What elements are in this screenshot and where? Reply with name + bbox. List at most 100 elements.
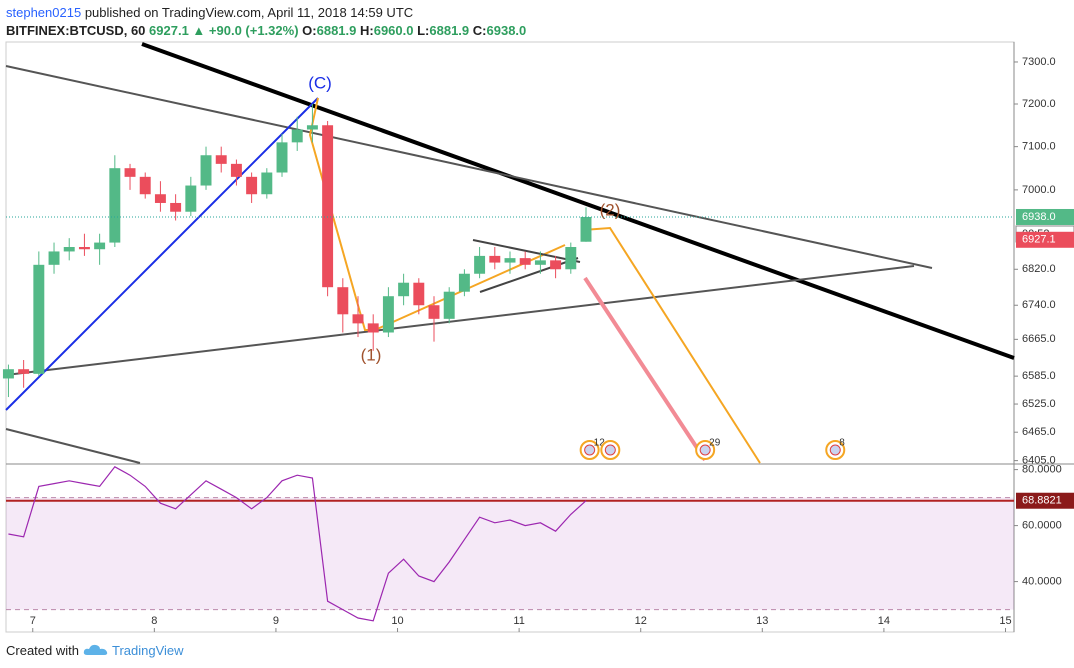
brand[interactable]: TradingView <box>112 643 184 658</box>
candle-body <box>48 251 60 265</box>
y-tick-label: 7100.0 <box>1022 141 1056 153</box>
wave-label: (C) <box>308 73 332 92</box>
x-tick-label: 11 <box>513 615 524 627</box>
trend-line <box>5 428 141 464</box>
event-flag <box>604 444 616 456</box>
candle-body <box>154 194 166 203</box>
ohlc-value: 6938.0 <box>486 23 527 38</box>
candle-body <box>367 323 379 333</box>
y-tick-label: 7200.0 <box>1022 98 1056 110</box>
wave-line <box>5 97 319 411</box>
rsi-line <box>8 466 587 622</box>
wave-line <box>582 226 761 464</box>
event-flag <box>584 444 596 456</box>
candle-body <box>185 185 197 212</box>
y-tick-label: 60.0000 <box>1022 520 1062 532</box>
ohlc-value: 6881.9 <box>429 23 470 38</box>
y-tick-label: 80.0000 <box>1022 464 1062 476</box>
candle-body <box>261 172 273 195</box>
footer: Created with TradingView <box>6 641 184 658</box>
author[interactable]: stephen0215 <box>6 5 82 20</box>
triangle-line <box>472 239 581 263</box>
candle-body <box>94 242 106 250</box>
x-tick-label: 7 <box>30 615 36 627</box>
current-label: 68.8821 <box>1022 495 1062 507</box>
ohlc-value: 6881.9 <box>316 23 357 38</box>
header: stephen0215 published on TradingView.com… <box>6 4 526 40</box>
candle-body <box>78 247 90 250</box>
candle-body <box>276 142 288 173</box>
x-tick-label: 9 <box>273 615 279 627</box>
candle-body <box>519 258 531 265</box>
trend-line <box>5 265 915 376</box>
candle-body <box>489 255 501 263</box>
x-tick-label: 13 <box>756 615 768 627</box>
candle-body <box>565 247 577 270</box>
candle-body <box>230 163 242 177</box>
mark-label: 6927.1 <box>1022 234 1056 246</box>
event-flag <box>829 444 841 456</box>
ohlc-label: H: <box>360 23 374 38</box>
band <box>6 497 1014 610</box>
y-tick-label: 7000.0 <box>1022 184 1056 196</box>
candle-body <box>534 260 546 265</box>
logo <box>83 644 107 655</box>
x-tick-label: 10 <box>391 615 403 627</box>
current-box <box>1016 492 1074 509</box>
candle-body <box>443 291 455 319</box>
x-tick-label: 12 <box>635 615 647 627</box>
mark-box <box>1016 231 1074 248</box>
y-tick-label: 6405.0 <box>1022 455 1056 467</box>
price-label: 6938.0 <box>1022 211 1056 223</box>
candle-body <box>139 176 151 195</box>
candle-body <box>382 296 394 333</box>
wave-label: (2) <box>600 200 621 219</box>
y-tick-label: 7300.0 <box>1022 56 1056 68</box>
x-tick-label: 8 <box>151 615 157 627</box>
last: 6927.1 <box>149 23 189 38</box>
event-count: 29 <box>709 438 721 449</box>
y-tick-label: 6665.0 <box>1022 333 1056 345</box>
wave-label: (1) <box>361 345 382 364</box>
y-tick-label: 40.0000 <box>1022 576 1062 588</box>
candle-body <box>291 129 303 143</box>
y-tick-label: 6740.0 <box>1022 299 1056 311</box>
chart: (C) (1) (2) 7300.0 7200.0 7100.0 7000.0 6820… <box>2 41 1074 633</box>
y-tick-label: 6585.0 <box>1022 370 1056 382</box>
event-flag <box>699 444 711 456</box>
candle-body <box>458 273 470 292</box>
ohlc-value: 6960.0 <box>373 23 414 38</box>
candle-body <box>550 260 562 270</box>
trend-line <box>141 42 1015 360</box>
candle-body <box>306 125 318 130</box>
candle-body <box>337 287 349 315</box>
published: published on TradingView.com, April 11, … <box>84 5 414 20</box>
change: ▲ +90.0 (+1.32%) <box>192 23 299 38</box>
ohlc-label: L: <box>417 23 430 38</box>
candle-body <box>398 282 410 297</box>
event-count: 12 <box>594 438 606 449</box>
candle-body <box>170 202 182 212</box>
arrow <box>583 276 707 462</box>
candle-body <box>124 168 136 177</box>
candle-body <box>109 168 121 243</box>
candle-body <box>352 314 364 324</box>
candle-body <box>33 264 45 374</box>
candle-body <box>428 305 440 319</box>
candle-body <box>504 258 516 263</box>
y-tick-label: 6465.0 <box>1022 426 1056 438</box>
ohlc-label: O: <box>302 23 317 38</box>
y-tick-label: 6820.0 <box>1022 263 1056 275</box>
x-tick-label: 15 <box>999 615 1011 627</box>
ohlc-label: C: <box>472 23 487 38</box>
candle-body <box>215 155 227 164</box>
event-count: 8 <box>839 438 845 449</box>
candle-body <box>322 125 334 288</box>
candle-body <box>413 282 425 306</box>
candle-body <box>2 369 14 379</box>
candle-body <box>474 255 486 274</box>
price-box <box>1016 208 1074 225</box>
x-tick-label: 14 <box>878 615 890 627</box>
trend-line <box>5 65 933 269</box>
triangle-line <box>479 257 579 293</box>
